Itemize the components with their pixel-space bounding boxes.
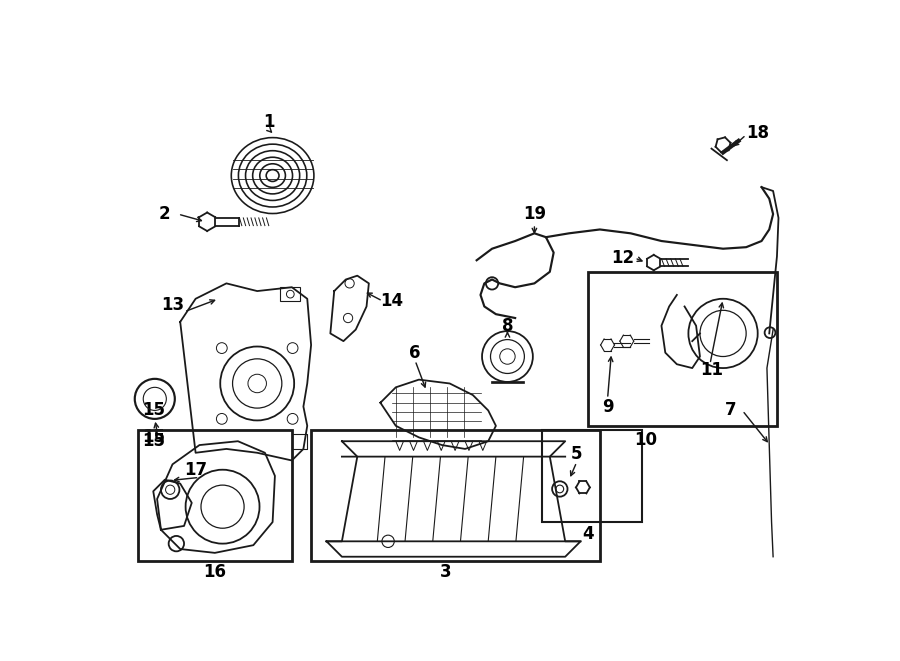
Text: 17: 17 <box>184 461 207 479</box>
Text: 14: 14 <box>381 292 403 310</box>
Bar <box>138 430 292 561</box>
Polygon shape <box>662 295 700 368</box>
Text: 15: 15 <box>142 428 165 446</box>
Text: 15: 15 <box>142 401 165 420</box>
Polygon shape <box>330 276 369 341</box>
Polygon shape <box>158 442 274 553</box>
Polygon shape <box>327 541 580 557</box>
Text: 9: 9 <box>602 397 614 416</box>
Polygon shape <box>381 379 496 449</box>
Text: 8: 8 <box>501 317 513 334</box>
Text: 5: 5 <box>571 446 582 463</box>
Bar <box>542 430 643 522</box>
Text: 19: 19 <box>523 205 546 223</box>
Text: 15: 15 <box>142 432 165 450</box>
Text: 3: 3 <box>440 563 452 581</box>
Polygon shape <box>342 442 565 457</box>
Text: 18: 18 <box>746 124 769 142</box>
Bar <box>311 430 599 561</box>
Polygon shape <box>180 284 311 461</box>
Text: 6: 6 <box>410 344 421 362</box>
Text: 12: 12 <box>611 249 634 267</box>
Text: 7: 7 <box>724 401 736 420</box>
Bar <box>589 272 777 426</box>
Text: 11: 11 <box>700 362 723 379</box>
Text: 16: 16 <box>203 563 227 581</box>
Polygon shape <box>153 480 192 529</box>
Text: 13: 13 <box>161 296 184 314</box>
Text: 10: 10 <box>634 431 658 449</box>
Text: 4: 4 <box>582 525 594 543</box>
Text: 2: 2 <box>159 205 171 223</box>
Text: 1: 1 <box>263 112 274 131</box>
Bar <box>280 288 300 301</box>
